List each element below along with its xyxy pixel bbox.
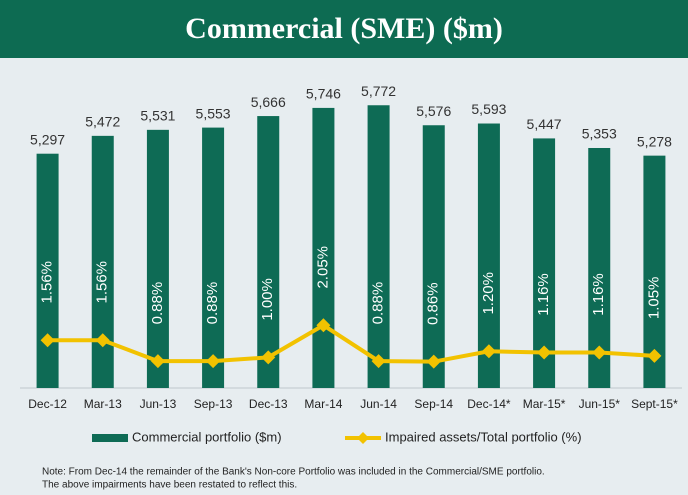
bar (422, 125, 445, 389)
line-marker (371, 354, 386, 369)
x-tick-label: Dec-12 (28, 397, 67, 411)
line-marker (426, 354, 441, 369)
bar-value-label: 5,593 (471, 101, 506, 117)
line-marker (95, 333, 110, 348)
bar-value-label: 5,447 (527, 116, 562, 132)
bar-value-label: 5,746 (306, 86, 341, 102)
line-value-label: 1.56% (39, 261, 56, 304)
line-value-label: 0.88% (370, 282, 387, 325)
bar (477, 123, 500, 388)
line-marker (316, 318, 331, 333)
line-value-label: 2.05% (314, 246, 331, 289)
line-value-label: 1.16% (535, 273, 552, 316)
legend-swatch (92, 434, 128, 442)
bar (202, 127, 225, 389)
bar-value-label: 5,553 (196, 105, 231, 121)
x-tick-label: Mar-14 (304, 397, 342, 411)
bar (257, 116, 280, 389)
line (47, 322, 655, 364)
line-marker (40, 333, 55, 348)
line-value-label: 1.05% (645, 277, 662, 320)
line-marker (647, 348, 662, 363)
x-tick-label: Dec-13 (249, 397, 288, 411)
line-marker (261, 350, 276, 365)
line-value-label: 0.86% (425, 282, 442, 325)
x-tick-label: Jun-13 (140, 397, 177, 411)
line-marker (150, 354, 165, 369)
x-tick-label: Jun-14 (360, 397, 397, 411)
line-value-label: 1.20% (480, 272, 497, 315)
bar-value-label: 5,576 (416, 103, 451, 119)
bar-value-label: 5,472 (85, 114, 120, 130)
x-tick-label: Dec-14* (467, 397, 511, 411)
note: The above impairments have been restated… (42, 480, 297, 491)
legend-label: Impaired assets/Total portfolio (%) (385, 429, 582, 444)
bar (533, 138, 556, 388)
bar (312, 107, 335, 389)
bar (36, 153, 59, 388)
x-tick-label: Mar-13 (84, 397, 122, 411)
legend-label: Commercial portfolio ($m) (132, 429, 282, 444)
line-value-label: 1.00% (259, 278, 276, 321)
line-marker (481, 344, 496, 359)
bar (91, 135, 114, 388)
bar (643, 155, 666, 388)
x-tick-label: Jun-15* (579, 397, 621, 411)
x-tick-label: Mar-15* (523, 397, 566, 411)
line-value-label: 1.16% (590, 273, 607, 316)
bar-value-label: 5,353 (582, 126, 617, 142)
bar-value-label: 5,666 (251, 94, 286, 110)
x-tick-label: Sep-14 (414, 397, 453, 411)
bar (146, 129, 169, 388)
line-value-label: 0.88% (149, 282, 166, 325)
bar (367, 105, 390, 389)
bar-value-label: 5,531 (140, 108, 175, 124)
line-value-label: 1.56% (94, 261, 111, 304)
chart-title: Commercial (SME) ($m) (185, 12, 503, 45)
bar-value-label: 5,278 (637, 133, 672, 149)
title-banner (0, 0, 688, 58)
bar (588, 147, 611, 388)
x-tick-label: Sep-13 (194, 397, 233, 411)
note: Note: From Dec-14 the remainder of the B… (42, 467, 545, 478)
bar-value-label: 5,297 (30, 131, 65, 147)
legend-marker (357, 432, 369, 444)
bar-value-label: 5,772 (361, 83, 396, 99)
line-marker (592, 345, 607, 360)
line-value-label: 0.88% (204, 282, 221, 325)
line-marker (537, 345, 552, 360)
x-tick-label: Sept-15* (631, 397, 678, 411)
line-marker (206, 354, 221, 369)
